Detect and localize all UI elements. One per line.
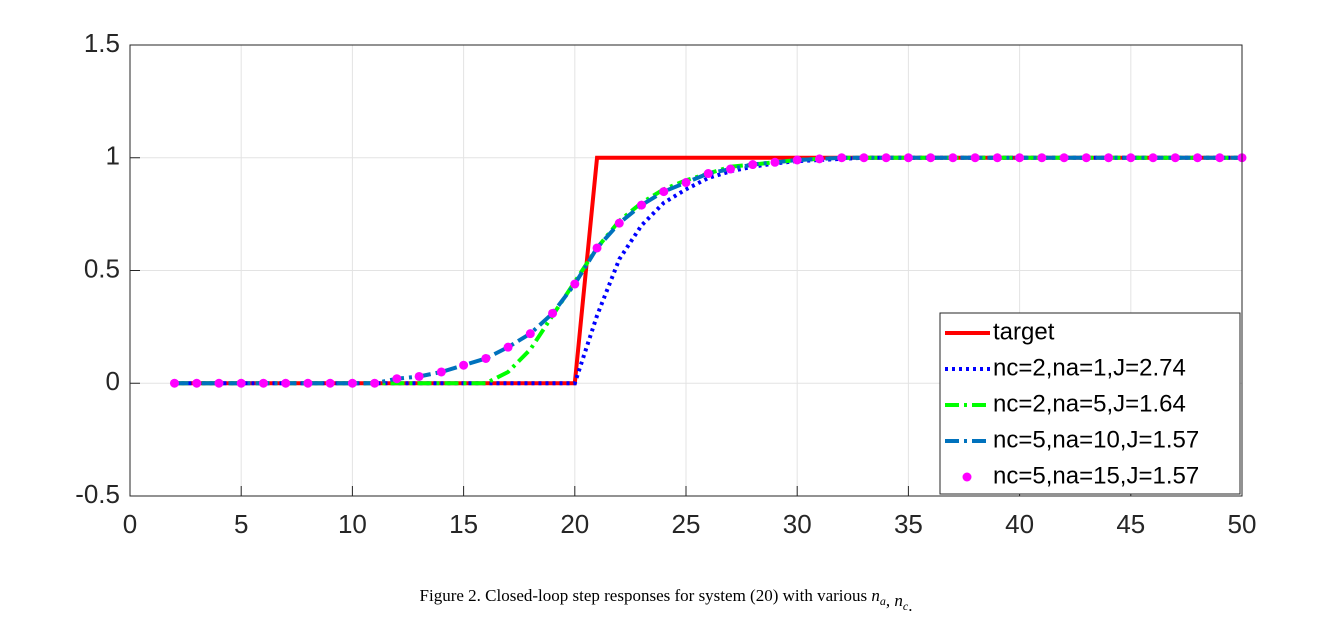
x-tick-label: 40	[1005, 509, 1034, 539]
data-point	[881, 153, 891, 163]
data-point	[1081, 153, 1091, 163]
data-point	[236, 378, 246, 388]
legend-label: nc=2,na=5,J=1.64	[993, 390, 1186, 417]
legend-label: nc=2,na=1,J=2.74	[993, 354, 1186, 381]
data-point	[1104, 153, 1114, 163]
data-point	[948, 153, 958, 163]
data-point	[1059, 153, 1069, 163]
data-point	[725, 164, 735, 174]
data-point	[258, 378, 268, 388]
plot-frame	[129, 44, 1243, 497]
x-tick-label: 5	[234, 509, 248, 539]
x-tick-label: 0	[123, 509, 137, 539]
x-tick-label: 35	[894, 509, 923, 539]
data-point	[303, 378, 313, 388]
data-point	[370, 378, 380, 388]
data-point	[1170, 153, 1180, 163]
data-point	[1126, 153, 1136, 163]
x-tick-label: 20	[560, 509, 589, 539]
x-tick-label: 25	[672, 509, 701, 539]
x-tick-label: 10	[338, 509, 367, 539]
data-point	[1193, 153, 1203, 163]
y-tick-label: 0	[106, 366, 120, 396]
caption-part: Figure 2. Closed-loop step responses for…	[420, 586, 872, 605]
data-point	[347, 378, 357, 388]
data-point	[792, 155, 802, 165]
data-point	[1215, 153, 1225, 163]
data-point	[192, 378, 202, 388]
data-point	[681, 178, 691, 188]
x-tick-label: 45	[1116, 509, 1145, 539]
y-tick-label: -0.5	[75, 479, 120, 509]
y-tick-label: 1.5	[84, 28, 120, 58]
data-point	[436, 367, 446, 377]
data-point	[659, 187, 669, 197]
data-point	[1015, 153, 1025, 163]
caption-part: .	[908, 596, 912, 615]
data-point	[837, 153, 847, 163]
data-point	[614, 218, 624, 228]
data-point	[903, 153, 913, 163]
x-tick-label: 30	[783, 509, 812, 539]
caption-part: ,	[886, 591, 895, 610]
data-point	[548, 308, 558, 318]
caption-part: n	[894, 591, 903, 610]
data-point	[459, 360, 469, 370]
data-point	[703, 169, 713, 179]
data-point	[926, 153, 936, 163]
caption-subscript: c	[903, 599, 909, 613]
data-point	[992, 153, 1002, 163]
x-tick-label: 15	[449, 509, 478, 539]
caption-part: n	[871, 586, 880, 605]
data-point	[481, 353, 491, 363]
data-point	[325, 378, 335, 388]
data-point	[770, 157, 780, 167]
legend-box	[939, 312, 1241, 495]
data-point	[214, 378, 224, 388]
data-point	[1037, 153, 1047, 163]
data-point	[169, 378, 179, 388]
data-point	[392, 374, 402, 384]
y-tick-label: 0.5	[84, 253, 120, 283]
x-tick-label: 50	[1228, 509, 1257, 539]
data-point	[503, 342, 513, 352]
data-point	[748, 160, 758, 170]
data-point	[570, 279, 580, 289]
legend-label: nc=5,na=15,J=1.57	[993, 462, 1199, 489]
data-point	[859, 153, 869, 163]
data-point	[414, 371, 424, 381]
data-point	[637, 200, 647, 210]
legend-swatch	[962, 472, 972, 482]
data-point	[592, 243, 602, 253]
data-point	[970, 153, 980, 163]
caption-subscript: a	[880, 594, 886, 608]
data-point	[1148, 153, 1158, 163]
caption: Figure 2. Closed-loop step responses for…	[420, 586, 913, 615]
data-point	[281, 378, 291, 388]
y-tick-label: 1	[106, 141, 120, 171]
legend-label: target	[993, 318, 1055, 345]
legend-label: nc=5,na=10,J=1.57	[993, 426, 1199, 453]
data-point	[814, 154, 824, 164]
data-point	[525, 329, 535, 339]
